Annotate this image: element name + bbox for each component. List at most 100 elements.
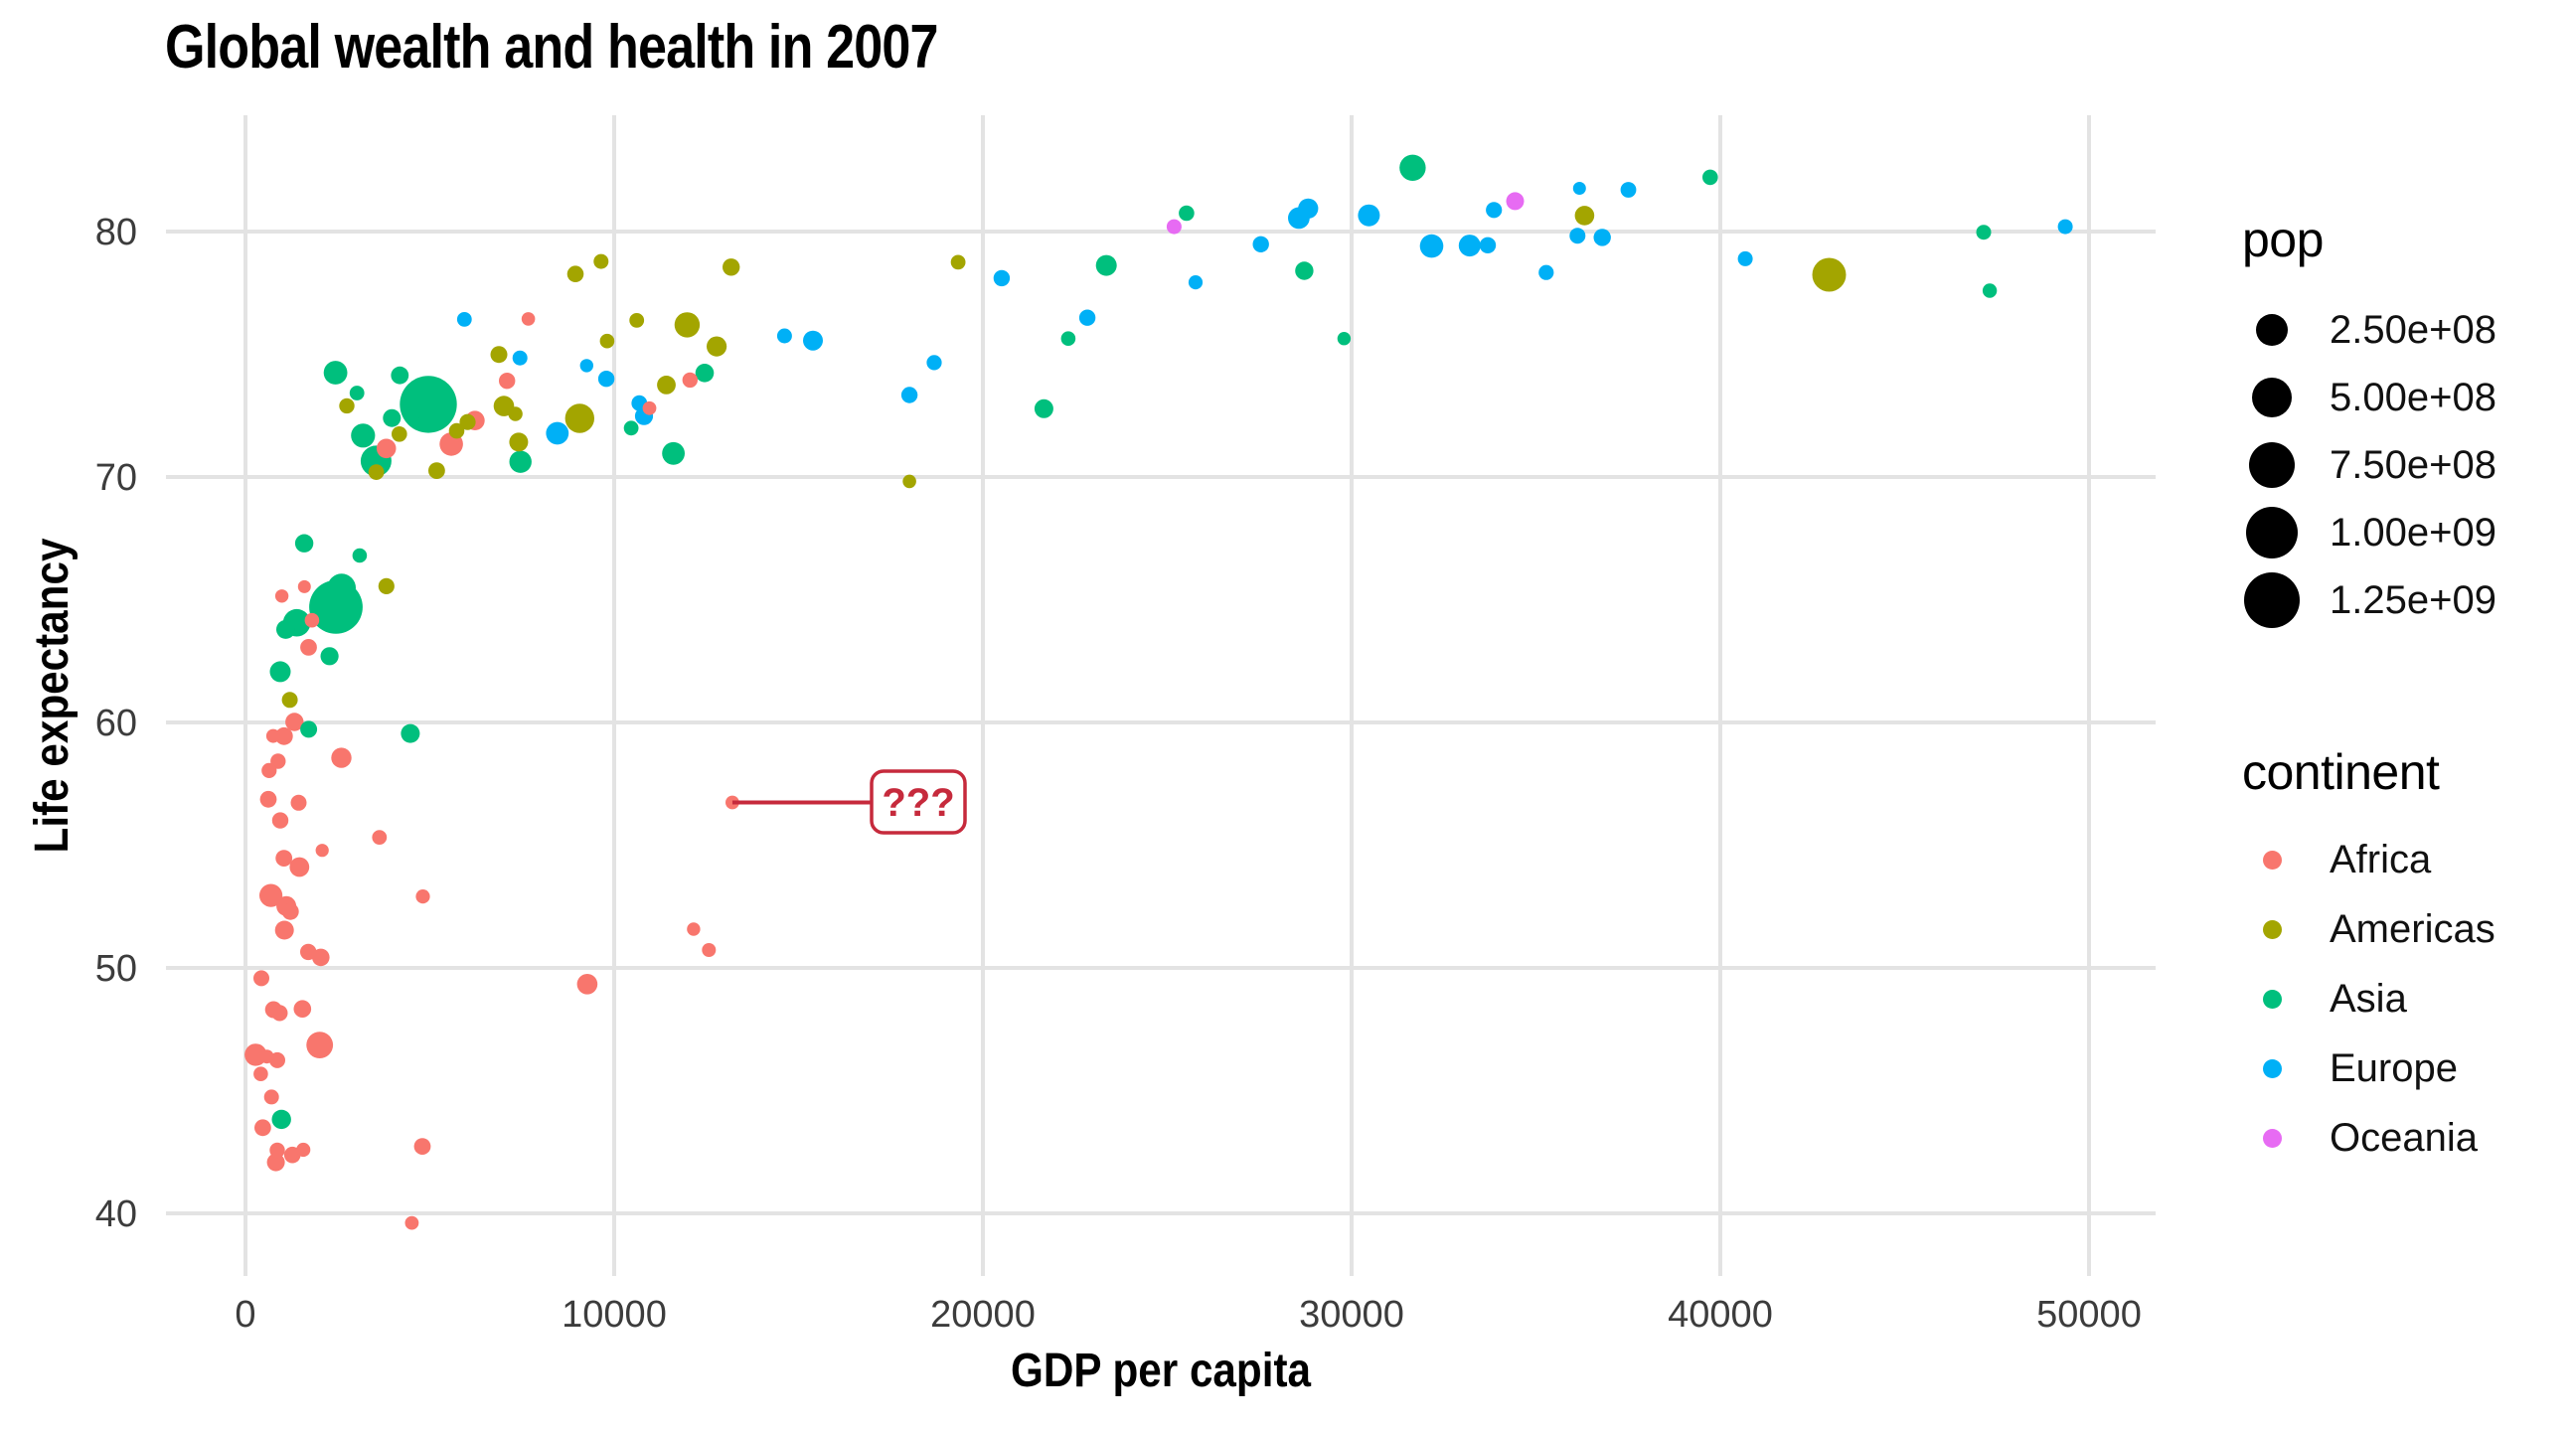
data-point-africa <box>687 922 701 936</box>
data-point-europe <box>803 330 823 351</box>
legend-continent-dot-icon <box>2262 989 2282 1009</box>
legend-pop-dot-icon <box>2244 572 2300 628</box>
data-point-europe <box>1252 236 1269 252</box>
data-point-asia <box>1337 332 1352 346</box>
data-point-africa <box>404 1215 419 1230</box>
data-point-americas <box>599 333 615 349</box>
data-point-asia <box>327 573 357 602</box>
legend-pop-row: 1.00e+09 <box>2242 499 2496 566</box>
data-point-africa <box>259 790 277 808</box>
data-point-africa <box>293 1000 312 1018</box>
data-point-europe <box>900 387 918 403</box>
data-point-asia <box>351 423 376 448</box>
data-point-africa <box>271 1005 288 1022</box>
legend-pop-dot-icon <box>2246 507 2298 558</box>
data-point-asia <box>352 548 368 563</box>
data-point-europe <box>1188 275 1204 290</box>
data-point-africa <box>259 1049 274 1064</box>
y-tick-label: 50 <box>95 948 137 990</box>
x-tick-label: 30000 <box>1299 1294 1404 1336</box>
data-point-asia <box>269 661 291 683</box>
legend-pop-dot-icon <box>2249 442 2295 488</box>
data-point-americas <box>392 426 407 442</box>
data-point-africa <box>265 728 280 743</box>
legend-continent-swatch-icon <box>2242 989 2302 1009</box>
data-point-africa <box>259 883 283 907</box>
legend-pop-swatch-icon <box>2242 314 2302 346</box>
data-point-americas <box>674 312 701 338</box>
legend-continent-label: Oceania <box>2330 1115 2478 1160</box>
legend-continent-swatch-icon <box>2242 919 2302 939</box>
data-point-americas <box>902 474 916 489</box>
data-point-africa <box>300 639 317 656</box>
y-tick-label: 60 <box>95 703 137 744</box>
data-point-africa <box>315 844 329 858</box>
data-point-europe <box>546 421 569 445</box>
data-point-europe <box>1462 240 1478 256</box>
data-point-europe <box>1419 234 1444 258</box>
legend-pop-rows: 2.50e+08 5.00e+08 7.50e+08 1.00e+09 1.25e+09 <box>2242 296 2496 634</box>
data-point-americas <box>723 258 740 276</box>
data-point-americas <box>378 577 395 595</box>
x-tick-label: 20000 <box>930 1294 1036 1336</box>
data-point-europe <box>926 355 942 371</box>
data-point-africa <box>521 312 536 326</box>
data-point-africa <box>682 372 698 389</box>
data-point-europe <box>1078 309 1096 326</box>
data-point-americas <box>707 336 727 357</box>
data-point-europe <box>1620 182 1637 198</box>
data-point-asia <box>1095 254 1117 276</box>
data-point-africa <box>304 612 320 628</box>
legend-continent-label: Asia <box>2330 976 2407 1021</box>
legend-pop-label: 2.50e+08 <box>2330 307 2496 352</box>
legend-continent-row: Asia <box>2242 964 2496 1034</box>
data-point-oceania <box>1166 219 1182 235</box>
legend-pop-swatch-icon <box>2242 442 2302 488</box>
data-point-africa <box>306 1032 334 1058</box>
data-point-europe <box>1479 237 1497 253</box>
x-tick-label: 10000 <box>562 1294 667 1336</box>
data-point-africa <box>281 902 299 920</box>
legend-continent-row: Europe <box>2242 1034 2496 1103</box>
data-point-europe <box>1593 229 1611 246</box>
data-point-africa <box>415 889 430 904</box>
data-point-americas <box>428 462 445 479</box>
data-point-americas <box>368 464 385 480</box>
data-point-africa <box>290 794 307 811</box>
data-point-europe <box>993 269 1011 287</box>
data-point-americas <box>950 254 966 270</box>
legend-continent-swatch-icon <box>2242 1058 2302 1078</box>
data-point-asia <box>400 376 457 433</box>
data-point-europe <box>776 328 792 344</box>
data-point-africa <box>261 762 277 779</box>
data-point-africa <box>725 795 739 810</box>
data-point-africa <box>274 726 293 745</box>
legend-continent-label: Europe <box>2330 1045 2458 1090</box>
data-point-africa <box>275 850 293 867</box>
x-axis-title: GDP per capita <box>1010 1345 1312 1397</box>
data-point-africa <box>253 1066 268 1081</box>
data-point-asia <box>320 647 339 666</box>
y-axis-title: Life expectancy <box>26 538 79 854</box>
data-point-asia <box>349 386 365 400</box>
data-point-europe <box>1486 202 1503 219</box>
data-point-asia <box>404 406 420 422</box>
data-point-africa <box>285 713 304 731</box>
data-point-asia <box>271 1109 291 1130</box>
data-point-europe <box>2057 219 2073 235</box>
legend-pop-dot-icon <box>2252 378 2292 417</box>
legend-pop-label: 1.25e+09 <box>2330 577 2496 622</box>
data-point-asia <box>1399 154 1426 181</box>
legend-continent: continent Africa Americas Asia Europe Oceani… <box>2242 743 2496 1173</box>
legend-continent-row: Oceania <box>2242 1103 2496 1173</box>
data-point-asia <box>391 366 409 385</box>
data-point-asia <box>695 364 715 383</box>
data-point-europe <box>456 312 472 327</box>
x-tick-label: 40000 <box>1668 1294 1773 1336</box>
data-point-africa <box>253 970 269 987</box>
data-point-americas <box>1574 206 1595 226</box>
data-point-asia <box>623 420 639 436</box>
annotation-label: ??? <box>882 781 954 825</box>
